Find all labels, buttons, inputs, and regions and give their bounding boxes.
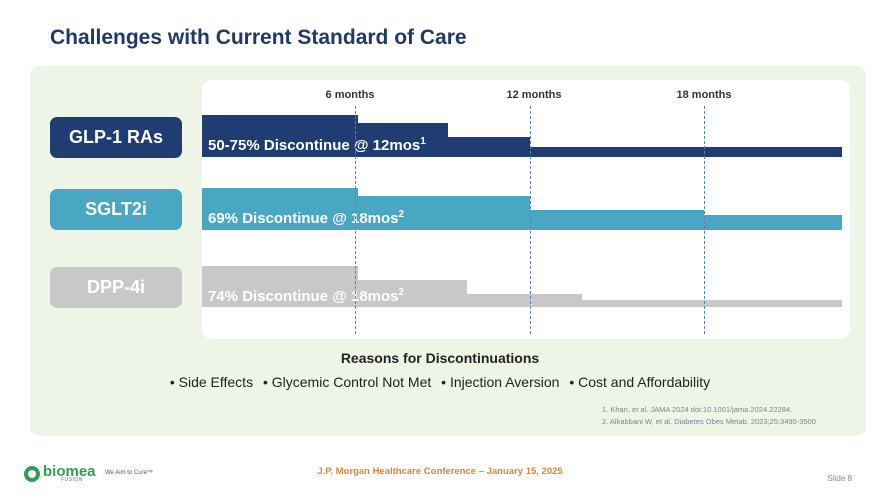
reason-item: • Cost and Affordability: [569, 374, 711, 390]
logo-mark-icon: [24, 466, 40, 482]
glp1-bar-segment: [358, 123, 448, 157]
glp1-annotation: 50-75% Discontinue @ 12mos1: [208, 136, 426, 154]
slide-title: Challenges with Current Standard of Care: [50, 26, 467, 49]
sglt2i-bar-segment: [202, 188, 358, 230]
drug-label-dpp4i: DPP-4i: [50, 267, 182, 308]
glp1-bar-segment: [530, 147, 842, 157]
drug-label-glp1: GLP-1 RAs: [50, 117, 182, 158]
sglt2i-bar-segment: [704, 215, 842, 230]
month-6-gridline: [355, 106, 356, 334]
reasons-list: • Side Effects • Glycemic Control Not Me…: [0, 374, 880, 390]
reasons-title: Reasons for Discontinuations: [340, 350, 540, 366]
reason-item: • Side Effects: [169, 374, 254, 390]
dpp4i-bar-segment: [467, 294, 582, 307]
slide-number: Slide 8: [827, 474, 852, 483]
references: 1. Khan, et al. JAMA 2024 doi:10.1001/ja…: [602, 404, 816, 428]
reference-item: 1. Khan, et al. JAMA 2024 doi:10.1001/ja…: [602, 405, 793, 414]
reason-item: • Injection Aversion: [441, 374, 560, 390]
month-label-12: 12 months: [506, 89, 562, 101]
dpp4i-bar-segment: [358, 280, 467, 307]
reason-item: • Glycemic Control Not Met: [262, 374, 432, 390]
month-label-18: 18 months: [676, 89, 732, 101]
month-12-gridline: [530, 106, 531, 334]
dpp4i-annotation: 74% Discontinue @ 18mos2: [208, 287, 405, 305]
logo-subtext: FUSION: [61, 477, 83, 483]
sglt2i-bar-segment: [530, 210, 704, 230]
glp1-bar-segment: [202, 115, 358, 157]
company-logo: biomea FUSION: [24, 462, 96, 486]
logo-text: biomea: [43, 463, 96, 480]
glp1-bar-segment: [448, 137, 530, 157]
drug-label-sglt2i: SGLT2i: [50, 189, 182, 230]
sglt2i-annotation: 69% Discontinue @ 18mos2: [208, 209, 405, 227]
tagline: We Aim to Cure™: [105, 470, 153, 476]
month-18-gridline: [704, 106, 705, 334]
dpp4i-bar-segment: [582, 300, 842, 307]
month-label-6: 6 months: [325, 89, 375, 101]
reference-item: 2. Alkabbani W, et al. Diabetes Obes Met…: [602, 417, 816, 426]
sglt2i-bar-segment: [358, 196, 530, 230]
dpp4i-bar-segment: [202, 266, 358, 307]
conference-footer: J.P. Morgan Healthcare Conference – Janu…: [317, 466, 563, 477]
